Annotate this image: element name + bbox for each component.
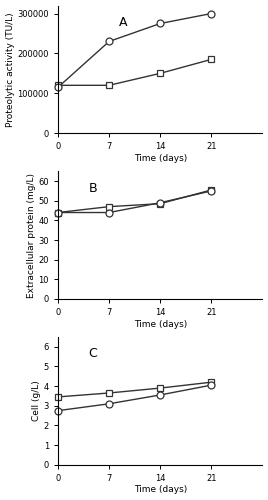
X-axis label: Time (days): Time (days) [133,486,187,494]
Y-axis label: Extracellular protein (mg/L): Extracellular protein (mg/L) [27,172,36,298]
X-axis label: Time (days): Time (days) [133,320,187,328]
Text: B: B [89,182,97,194]
Text: C: C [89,347,97,360]
X-axis label: Time (days): Time (days) [133,154,187,163]
Y-axis label: Proteolytic activity (TU/L): Proteolytic activity (TU/L) [6,12,14,126]
Y-axis label: Cell (g/L): Cell (g/L) [32,380,41,421]
Text: A: A [119,16,128,29]
